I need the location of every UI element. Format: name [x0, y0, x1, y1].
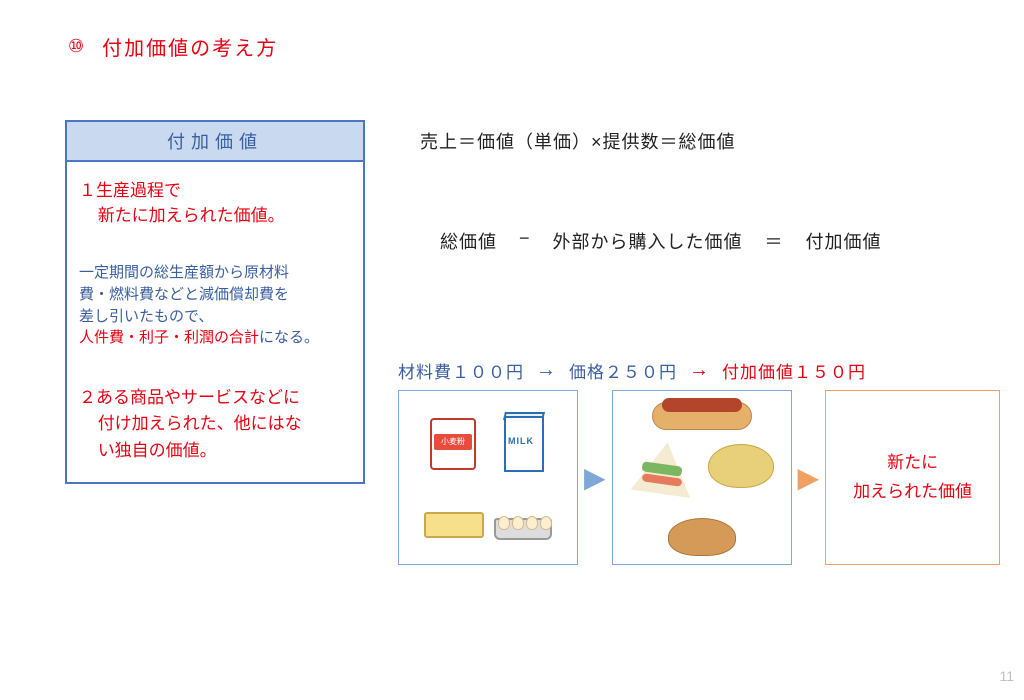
def1-number: １	[79, 181, 96, 200]
bun-icon	[666, 510, 738, 558]
formula2-a: 総価値	[440, 228, 497, 254]
blue-tail: になる。	[259, 329, 319, 346]
formula2-op2: ＝	[765, 228, 784, 254]
added-value-text: 新たに 加えられた価値	[853, 449, 972, 507]
sandwich-icon	[628, 436, 698, 506]
def1-line2: 新たに加えられた価値。	[79, 201, 351, 226]
blue-l3: 差し引いたもので、	[79, 306, 351, 328]
ingredients-box: 小麦粉 MILK	[398, 390, 578, 565]
milk-label-text: MILK	[508, 436, 534, 446]
hotdog-icon	[652, 398, 752, 432]
def2-number: ２	[79, 388, 96, 407]
def2-l1: ある商品やサービスなどに	[96, 388, 300, 407]
definition-blue-desc: 一定期間の総生産額から原材料 費・燃料費などと減価償却費を 差し引いたもので、 …	[79, 262, 351, 349]
slide-title: ⑩ 付加価値の考え方	[68, 32, 278, 61]
definition-item-2: ２ある商品やサービスなどに 付け加えられた、他にはな い独自の価値。	[79, 385, 351, 464]
formula2-op1: −	[519, 228, 531, 254]
flow-arrow-2-icon: ▶	[798, 461, 820, 494]
result-l1: 新たに	[853, 449, 972, 478]
definition-box: 付加価値 １生産過程で 新たに加えられた価値。 一定期間の総生産額から原材料 費…	[65, 120, 365, 484]
flour-icon: 小麦粉	[424, 414, 482, 474]
flow-boxes: 小麦粉 MILK ▶ ▶ 新たに 加えられた価値	[398, 390, 1000, 565]
flow-labels: 材料費１００円 → 価格２５０円 → 付加価値１５０円	[398, 358, 866, 383]
eggs-icon	[494, 482, 552, 542]
arrow-red-icon: →	[689, 359, 710, 382]
flour-label-text: 小麦粉	[434, 434, 472, 450]
definition-header: 付加価値	[67, 122, 363, 162]
blue-red-part: 人件費・利子・利潤の合計	[79, 329, 259, 346]
formula2-c: 付加価値	[806, 228, 882, 254]
arrow-blue-icon: →	[536, 359, 557, 382]
added-value-box: 新たに 加えられた価値	[825, 390, 1000, 565]
blue-l1: 一定期間の総生産額から原材料	[79, 262, 351, 284]
label-added: 付加価値１５０円	[722, 358, 866, 383]
definition-body: １生産過程で 新たに加えられた価値。 一定期間の総生産額から原材料 費・燃料費な…	[67, 162, 363, 482]
flow-arrow-1-icon: ▶	[584, 461, 606, 494]
melonpan-icon	[706, 436, 776, 490]
formula-sales: 売上＝価値（単価）×提供数＝総価値	[420, 128, 736, 154]
def2-l2: 付け加えられた、他にはな	[79, 411, 351, 437]
page-number: 11	[999, 668, 1014, 684]
def2-l3: い独自の価値。	[79, 438, 351, 464]
def1-line1: 生産過程で	[96, 181, 181, 200]
products-box	[612, 390, 792, 565]
formula2-b: 外部から購入した価値	[553, 228, 743, 254]
milk-icon: MILK	[494, 414, 552, 474]
label-material: 材料費１００円	[398, 358, 524, 383]
butter-icon	[424, 482, 482, 542]
title-number: ⑩	[68, 36, 84, 57]
formula-added-value: 総価値 − 外部から購入した価値 ＝ 付加価値	[440, 228, 882, 254]
definition-item-1: １生産過程で 新たに加えられた価値。	[79, 176, 351, 226]
title-text: 付加価値の考え方	[102, 32, 278, 61]
result-l2: 加えられた価値	[853, 478, 972, 507]
blue-l2: 費・燃料費などと減価償却費を	[79, 284, 351, 306]
label-price: 価格２５０円	[569, 358, 677, 383]
